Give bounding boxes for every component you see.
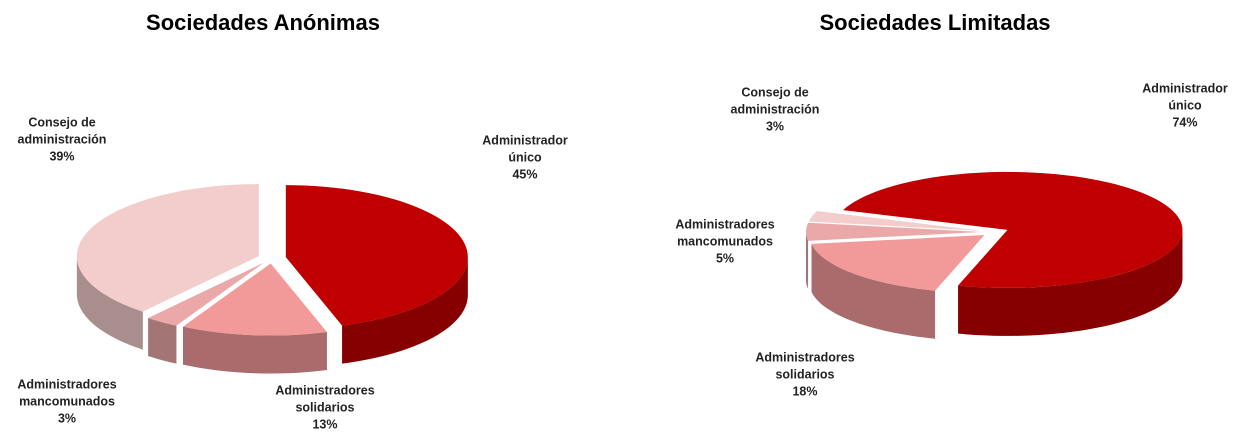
label-category: Administradores solidarios — [275, 383, 375, 415]
slice-side-shade — [148, 318, 177, 364]
slice-side-shade — [806, 231, 809, 289]
slice — [183, 263, 327, 336]
slice-side — [342, 257, 468, 364]
slice-side-shade — [76, 256, 143, 350]
slice-side-shade — [342, 257, 468, 364]
label-value: 13% — [312, 417, 338, 432]
label-value: 18% — [792, 384, 818, 399]
pie — [76, 184, 468, 374]
chart-title: Sociedades Limitadas — [819, 10, 1050, 35]
slice-side-shade — [183, 326, 327, 374]
label-category: Administradores solidarios — [755, 350, 855, 382]
data-label: Consejo de administración 3% — [721, 85, 829, 136]
label-category: Consejo de administración — [17, 115, 107, 147]
data-label: Consejo de administración 39% — [8, 115, 116, 166]
slice-side — [183, 326, 327, 374]
label-category: Consejo de administración — [730, 85, 820, 117]
slice — [811, 235, 985, 291]
slice — [843, 171, 1183, 288]
slice-side — [806, 231, 809, 289]
data-label: Administradores mancomunados 3% — [13, 377, 121, 428]
label-category: Administrador único — [1142, 81, 1228, 113]
label-value: 5% — [715, 251, 735, 266]
slice-side — [811, 243, 936, 339]
label-value: 39% — [49, 149, 75, 164]
label-value: 74% — [1172, 115, 1198, 130]
label-value: 3% — [57, 411, 77, 426]
data-label: Administrador único 45% — [471, 133, 579, 184]
slice-side — [958, 229, 1183, 336]
data-label: Administradores mancomunados 5% — [671, 217, 779, 268]
label-category: Administrador único — [482, 133, 568, 165]
slice-side — [76, 256, 143, 350]
label-category: Administradores mancomunados — [17, 377, 117, 409]
label-value: 45% — [512, 167, 538, 182]
slice-side-shade — [958, 229, 1183, 336]
label-value: 3% — [765, 119, 785, 134]
slice-side — [148, 318, 177, 364]
slice — [148, 262, 265, 326]
slice — [806, 222, 982, 241]
chart-title: Sociedades Anónimas — [146, 10, 380, 35]
slice-side-shade — [811, 243, 936, 339]
data-label: Administradores solidarios 13% — [271, 383, 379, 434]
slice — [808, 210, 982, 231]
pie — [806, 171, 1183, 339]
slice — [76, 184, 259, 312]
label-category: Administradores mancomunados — [675, 217, 775, 249]
data-label: Administradores solidarios 18% — [751, 350, 859, 401]
slice — [285, 185, 468, 326]
data-label: Administrador único 74% — [1131, 81, 1237, 132]
